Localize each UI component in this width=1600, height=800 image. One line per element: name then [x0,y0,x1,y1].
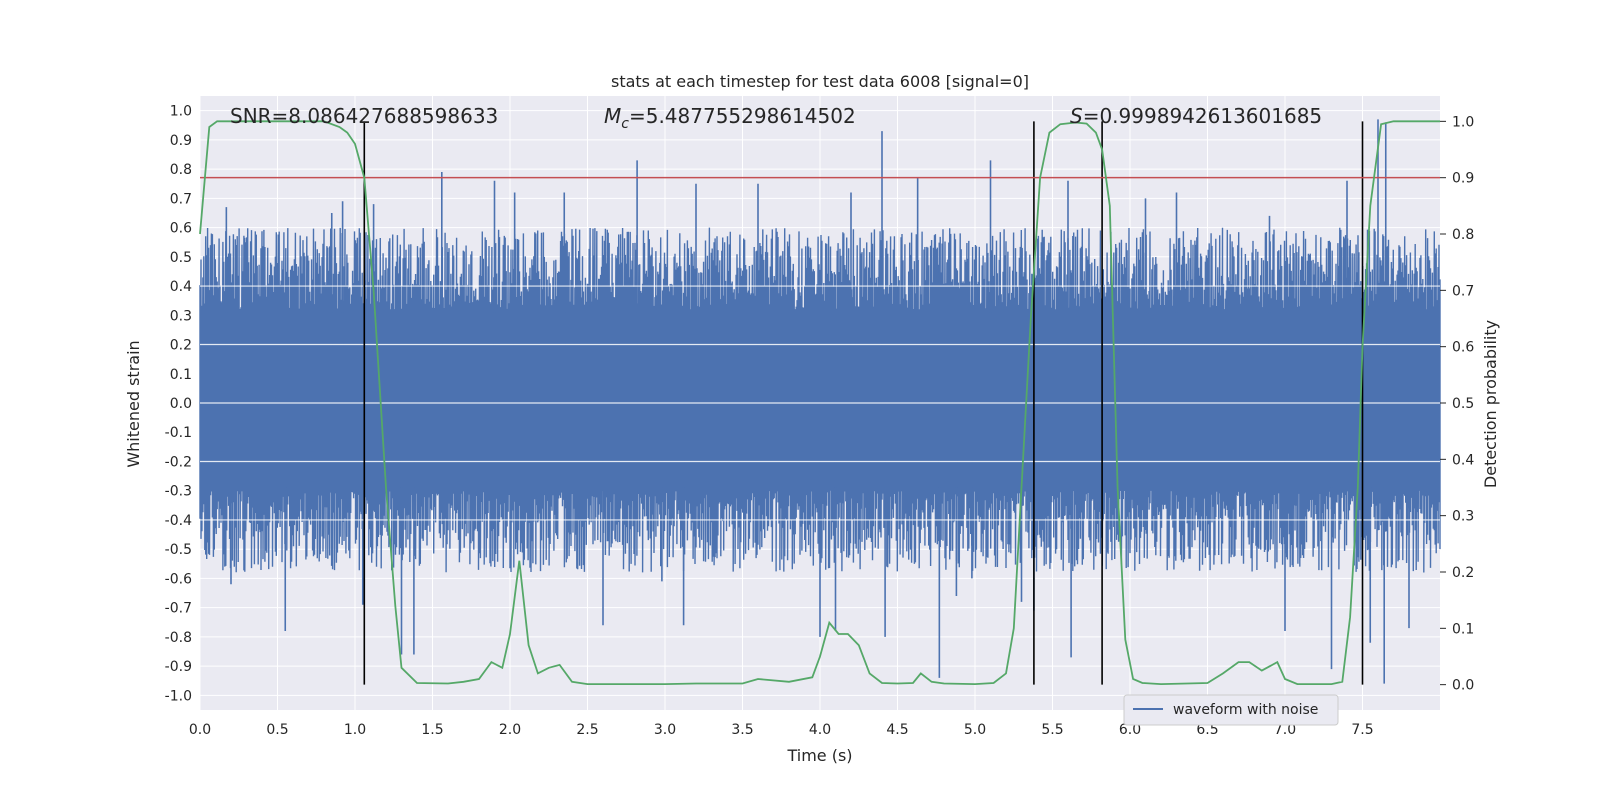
y-left-tick-label: 0.6 [170,221,192,237]
x-tick-label: 6.0 [1119,722,1141,738]
y-left-tick-label: 0.1 [170,367,192,383]
y-left-tick-label: -0.8 [165,630,192,646]
x-axis-ticks: 0.0 0.5 1.0 1.5 2.0 2.5 3.0 3.5 4.0 4.5 5.0 5.5 6.0 6… [189,722,1374,738]
y-left-tick-label: -0.1 [165,425,192,441]
y-left-tick-label: 0.9 [170,133,192,149]
s-annotation: S=0.9998942613601685 [1070,104,1322,128]
x-tick-label: 6.5 [1196,722,1218,738]
snr-annotation: SNR=8.086427688598633 [230,104,498,128]
y-left-tick-label: -1.0 [165,688,192,704]
y-right-tick-label: 0.0 [1452,678,1474,694]
y-left-tick-label: -0.4 [165,513,192,529]
y-left-tick-label: 1.0 [170,104,192,120]
y-left-tick-label: -0.9 [165,659,192,675]
mc-value: =5.487755298614502 [629,104,856,128]
x-tick-label: 0.0 [189,722,211,738]
y-left-axis-label: Whitened strain [124,340,143,467]
s-value: =0.9998942613601685 [1083,104,1322,128]
y-right-tick-label: 0.6 [1452,340,1474,356]
s-symbol: S [1070,104,1083,128]
x-tick-label: 2.5 [576,722,598,738]
y-right-tick-label: 0.2 [1452,565,1474,581]
x-tick-label: 3.5 [731,722,753,738]
x-tick-label: 3.0 [654,722,676,738]
x-axis-label: Time (s) [786,746,852,765]
y-left-tick-label: 0.3 [170,308,192,324]
x-tick-label: 7.5 [1351,722,1373,738]
x-tick-label: 5.0 [964,722,986,738]
x-tick-label: 2.0 [499,722,521,738]
y-left-tick-label: -0.7 [165,601,192,617]
probability-series [199,120,1440,686]
y-right-axis-ticks: 1.0 0.9 0.8 0.7 0.6 0.5 0.4 0.3 0.2 0.1 0.0 [1440,114,1474,694]
y-right-tick-label: 0.8 [1452,227,1474,243]
legend-box [1123,694,1339,726]
y-left-tick-label: -0.5 [165,542,192,558]
y-left-tick-label: 0.2 [170,338,192,354]
y-left-tick-label: 0.4 [170,279,192,295]
x-tick-label: 1.0 [344,722,366,738]
y-left-tick-label: 0.5 [170,250,192,266]
mc-subscript: c [621,116,629,132]
x-tick-label: 0.5 [266,722,288,738]
x-tick-label: 1.5 [421,722,443,738]
y-right-tick-label: 0.1 [1452,621,1474,637]
y-right-tick-label: 0.4 [1452,452,1474,468]
probability-line-path [199,120,1440,686]
x-tick-label: 7.0 [1274,722,1296,738]
y-left-tick-label: -0.3 [165,484,192,500]
y-left-tick-label: 0.8 [170,162,192,178]
y-left-tick-label: 0.0 [170,396,192,412]
mc-symbol: M [604,104,621,128]
legend-entry: waveform with noise [1173,702,1318,718]
y-left-tick-label: -0.6 [165,571,192,587]
vertical-lines [363,121,1364,685]
mc-annotation: Mc=5.487755298614502 [604,104,856,132]
x-tick-label: 4.0 [809,722,831,738]
y-right-tick-label: 1.0 [1452,114,1474,130]
y-right-tick-label: 0.9 [1452,171,1474,187]
y-right-axis-label: Detection probability [1481,320,1500,488]
y-right-tick-label: 0.5 [1452,396,1474,412]
chart-title: stats at each timestep for test data 600… [611,72,1029,91]
y-left-tick-label: 0.7 [170,191,192,207]
x-tick-label: 4.5 [886,722,908,738]
y-left-tick-label: -0.2 [165,454,192,470]
y-right-tick-label: 0.3 [1452,509,1474,525]
x-tick-label: 5.5 [1041,722,1063,738]
y-right-tick-label: 0.7 [1452,283,1474,299]
legend: waveform with noise [1123,694,1339,726]
y-left-axis-ticks: 1.0 0.9 0.8 0.7 0.6 0.5 0.4 0.3 0.2 0.1 0.0 -0.1 -0.… [165,104,192,705]
